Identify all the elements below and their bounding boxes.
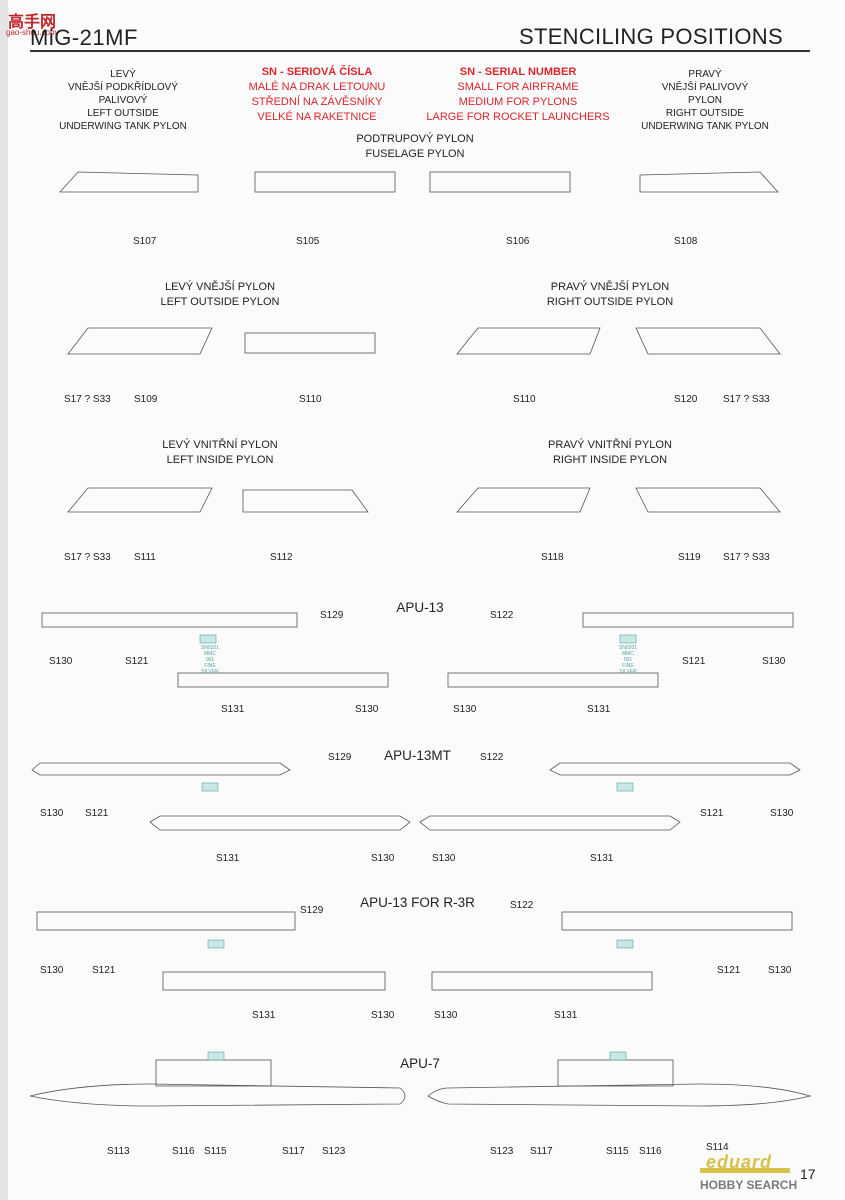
code-S109: S109 [134, 394, 158, 405]
code-S121: S121 [700, 808, 724, 819]
code-S129: S129 [300, 905, 324, 916]
page-number: 17 [800, 1166, 816, 1182]
code-S116: S116 [172, 1146, 195, 1157]
code-S130: S130 [770, 808, 794, 819]
code-S115: S115 [606, 1146, 629, 1157]
apu7-title: APU-7 [400, 1056, 440, 1071]
code-S130: S130 [371, 1010, 395, 1021]
code-S130: S130 [355, 704, 379, 715]
code-S113: S113 [107, 1146, 130, 1157]
code-S116: S116 [639, 1146, 662, 1157]
code-S123: S123 [490, 1146, 514, 1157]
apu13mt-title: APU-13MT [384, 748, 451, 763]
code-S122: S122 [480, 752, 504, 763]
eduard-logo-bar [700, 1168, 790, 1173]
code-S108: S108 [674, 236, 698, 247]
code-S123: S123 [322, 1146, 346, 1157]
title-rule [30, 50, 810, 52]
code-S130: S130 [762, 656, 786, 667]
page-title: STENCILING POSITIONS [519, 24, 783, 49]
code-S121: S121 [125, 656, 149, 667]
code-S117: S117 [530, 1146, 553, 1157]
code-S130: S130 [768, 965, 792, 976]
apu13-r3r-title: APU-13 FOR R-3R [360, 895, 475, 910]
left-inside-pylon-label: LEVÝ VNITŘNÍ PYLON LEFT INSIDE PYLON [162, 439, 278, 466]
code-S107: S107 [133, 236, 157, 247]
code-S121: S121 [682, 656, 706, 667]
code-S121: S121 [92, 965, 116, 976]
code-S130: S130 [453, 704, 477, 715]
left-tank-pylon-label: LEVÝ VNĚJŠÍ PODKŘÍDLOVÝ PALIVOVÝ LEFT OUTSI… [59, 69, 187, 132]
right-inside-pylon-label: PRAVÝ VNITŘNÍ PYLON RIGHT INSIDE PYLON [548, 439, 672, 466]
code-S121: S121 [717, 965, 741, 976]
code-S130: S130 [49, 656, 73, 667]
code-S131: S131 [587, 704, 611, 715]
code-S122: S122 [510, 900, 534, 911]
hobby-search-watermark: HOBBY SEARCH [700, 1178, 798, 1192]
watermark-logo: 高手网 [8, 14, 57, 31]
code-S114: S114 [706, 1142, 729, 1153]
code-S130: S130 [432, 853, 456, 864]
code-S129: S129 [320, 610, 344, 621]
code-S120: S120 [674, 394, 698, 405]
sn-tag-apu13-left: SN0201 MMC 001 FINE SILVER [200, 645, 220, 675]
apu13-title: APU-13 [396, 600, 444, 615]
code-S122: S122 [490, 610, 514, 621]
code-S130: S130 [40, 965, 64, 976]
eduard-logo: eduard [706, 1152, 773, 1172]
fuselage-pylon-label: PODTRUPOVÝ PYLON FUSELAGE PYLON [356, 133, 474, 160]
sn-legend-english: SN - SERIAL NUMBER SMALL FOR AIRFRAME MEDI… [426, 66, 610, 123]
code-S131: S131 [590, 853, 614, 864]
code-S110-right: S110 [513, 394, 536, 405]
code-S106: S106 [506, 236, 530, 247]
watermark-url: gao-shou.com [6, 28, 57, 37]
code-S129: S129 [328, 752, 352, 763]
code-S131: S131 [221, 704, 245, 715]
code-S130: S130 [434, 1010, 458, 1021]
code-S121: S121 [85, 808, 109, 819]
code-S119: S119 [678, 552, 701, 563]
code-S118: S118 [541, 552, 564, 563]
code-S131: S131 [554, 1010, 578, 1021]
page-binding-edge [0, 0, 8, 1200]
sn-tag-apu13-right: SN0201 MMC 001 FINE SILVER [618, 645, 638, 675]
code-S17-S33-right: S17 ? S33 [723, 394, 770, 405]
code-S131: S131 [216, 853, 240, 864]
code-S130: S130 [40, 808, 64, 819]
code-S117: S117 [282, 1146, 305, 1157]
left-outside-pylon-label: LEVÝ VNĚJŠÍ PYLON LEFT OUTSIDE PYLON [160, 281, 280, 308]
code-S17-S33-left: S17 ? S33 [64, 394, 111, 405]
right-tank-pylon-label: PRAVÝ VNĚJŠÍ PALIVOVÝ PYLON RIGHT OUTSIDE UN… [641, 69, 769, 132]
sn-legend-czech: SN - SERIOVÁ ČÍSLA MALÉ NA DRAK LETOUNU ST… [248, 66, 386, 123]
code-S17-S33-right-inside: S17 ? S33 [723, 552, 770, 563]
code-S115: S115 [204, 1146, 227, 1157]
code-S112: S112 [270, 552, 293, 563]
aircraft-model: MiG-21MF [30, 25, 138, 50]
code-S111: S111 [134, 552, 156, 563]
code-S130: S130 [371, 853, 395, 864]
code-S105: S105 [296, 236, 320, 247]
code-S131: S131 [252, 1010, 276, 1021]
right-outside-pylon-label: PRAVÝ VNĚJŠÍ PYLON RIGHT OUTSIDE PYLON [546, 281, 674, 308]
code-S17-S33-left-inside: S17 ? S33 [64, 552, 111, 563]
code-S110-left: S110 [299, 394, 322, 405]
